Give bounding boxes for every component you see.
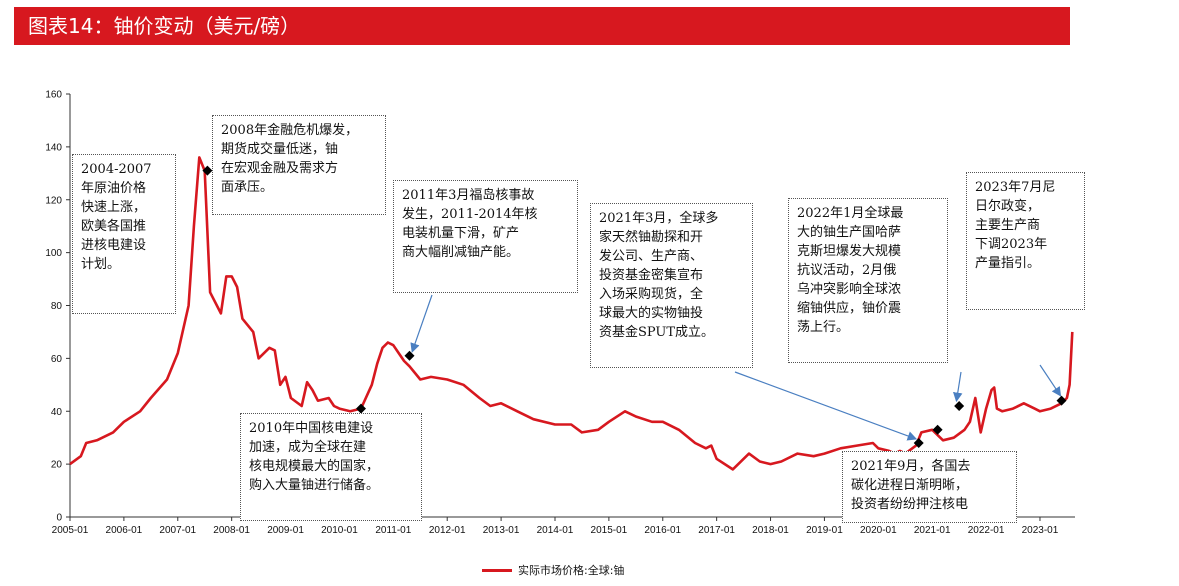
chart-title: 图表14：铀价变动（美元/磅） — [28, 14, 301, 38]
y-tick-label: 140 — [45, 142, 62, 153]
chart-legend: 实际市场价格:全球:铀 — [482, 562, 624, 578]
chart-title-bar: 图表14：铀价变动（美元/磅） — [14, 7, 1070, 45]
x-tick-label: 2007-01 — [159, 525, 196, 536]
x-tick-label: 2005-01 — [52, 525, 89, 536]
x-tick-label: 2010-01 — [321, 525, 358, 536]
x-tick-label: 2016-01 — [644, 525, 681, 536]
annotation-2008: 2008年金融危机爆发， 期货成交量低迷，铀 在宏观金融及需求方 面承压。 — [212, 115, 386, 215]
series-line-uranium-price — [69, 156, 1074, 471]
annotation-2023: 2023年7月尼 日尔政变， 主要生产商 下调2023年 产量指引。 — [966, 172, 1085, 310]
x-tick-label: 2018-01 — [752, 525, 789, 536]
y-tick-label: 0 — [56, 513, 62, 524]
event-marker — [355, 403, 366, 414]
event-marker — [404, 350, 415, 361]
x-tick-label: 2020-01 — [860, 525, 897, 536]
event-marker — [202, 165, 213, 176]
annotation-arrow — [734, 371, 918, 441]
y-tick-label: 40 — [51, 407, 63, 418]
chart-axes: 0 20 40 60 80 100 120 140 160 2005-01 2006-01 2007-… — [45, 90, 1075, 536]
annotation-arrow — [953, 371, 963, 403]
y-tick-label: 160 — [45, 90, 62, 101]
y-tick-label: 60 — [51, 354, 63, 365]
annotation-arrows — [410, 294, 1062, 441]
annotation-2021-september: 2021年9月，各国去 碳化进程日渐明晰， 投资者纷纷押注核电 — [842, 451, 1017, 523]
x-tick-label: 2014-01 — [537, 525, 574, 536]
y-tick-label: 100 — [45, 248, 62, 259]
event-marker — [913, 437, 924, 448]
annotation-2021-march: 2021年3月，全球多 家天然铀勘探和开 发公司、生产商、 投资基金密集宣布 入… — [590, 203, 753, 368]
legend-swatch — [482, 568, 512, 572]
y-tick-label: 120 — [45, 195, 62, 206]
annotation-arrow — [410, 294, 433, 353]
event-markers — [202, 165, 1067, 448]
x-tick-label: 2022-01 — [968, 525, 1005, 536]
annotation-2010: 2010年中国核电建设 加速，成为全球在建 核电规模最大的国家， 购入大量铀进行… — [240, 413, 422, 521]
event-marker — [1056, 395, 1067, 406]
x-tick-label: 2017-01 — [698, 525, 735, 536]
y-tick-label: 80 — [51, 301, 63, 312]
y-tick-label: 20 — [51, 460, 63, 471]
annotation-2022: 2022年1月全球最 大的铀生产国哈萨 克斯坦爆发大规模 抗议活动，2月俄 乌冲… — [788, 198, 948, 363]
x-tick-label: 2023-01 — [1022, 525, 1059, 536]
x-tick-label: 2019-01 — [806, 525, 843, 536]
legend-label: 实际市场价格:全球:铀 — [518, 564, 625, 577]
annotation-2004-2007: 2004-2007 年原油价格 快速上涨， 欧美各国推 进核电建设 计划。 — [72, 154, 176, 314]
annotation-arrow — [1039, 364, 1062, 397]
x-tick-label: 2021-01 — [914, 525, 951, 536]
x-tick-label: 2006-01 — [106, 525, 143, 536]
event-marker — [932, 424, 943, 435]
x-tick-label: 2008-01 — [213, 525, 250, 536]
event-marker — [954, 400, 965, 411]
x-tick-label: 2013-01 — [483, 525, 520, 536]
x-tick-label: 2015-01 — [591, 525, 628, 536]
x-tick-label: 2012-01 — [429, 525, 466, 536]
x-tick-label: 2011-01 — [375, 525, 411, 536]
annotation-2011: 2011年3月福岛核事故 发生，2011-2014年核 电装机量下滑，矿产 商大… — [393, 180, 578, 293]
x-tick-label: 2009-01 — [267, 525, 304, 536]
